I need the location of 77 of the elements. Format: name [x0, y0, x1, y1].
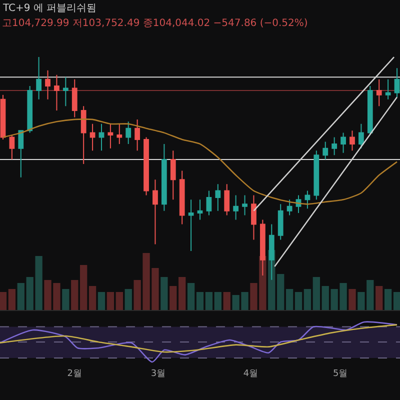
candlestick — [0, 94, 6, 140]
candlestick — [126, 121, 132, 144]
candlestick — [161, 143, 167, 212]
bar — [0, 292, 7, 310]
x-tick-label: 4월 — [243, 369, 258, 379]
bar — [178, 277, 186, 310]
candlestick — [62, 76, 68, 107]
bar — [286, 289, 294, 310]
candlestick — [251, 194, 256, 240]
candlestick — [314, 150, 320, 200]
bar — [304, 289, 312, 310]
bar — [294, 292, 302, 310]
candlestick — [206, 190, 212, 216]
candlestick — [242, 194, 248, 216]
chart-subtitle: 고104,729.99 저103,752.49 종104,044.02 −547.86 (−0.52%) — [2, 18, 308, 29]
bar — [348, 289, 356, 310]
candlestick — [233, 194, 239, 220]
bar — [196, 292, 204, 310]
candlestick — [358, 123, 364, 149]
bar — [205, 292, 213, 310]
candlestick — [224, 184, 230, 216]
candlestick — [18, 130, 24, 178]
candlestick — [54, 74, 60, 112]
candlestick — [367, 86, 373, 136]
candlestick — [90, 123, 96, 152]
candlestick — [9, 134, 15, 160]
bar — [322, 286, 329, 310]
bar — [62, 289, 70, 310]
candlestick — [98, 123, 104, 152]
candlestick — [304, 190, 310, 210]
bar — [312, 277, 320, 310]
candlestick — [376, 78, 382, 107]
bar — [98, 292, 106, 310]
candlestick — [332, 136, 338, 156]
bar — [88, 286, 96, 310]
bar — [187, 283, 195, 310]
candlestick — [188, 199, 194, 252]
candlestick — [152, 179, 158, 245]
bar — [214, 292, 222, 310]
bar — [17, 283, 24, 310]
bar — [393, 292, 400, 310]
bar — [106, 292, 114, 310]
candlestick — [108, 123, 114, 149]
candlestick — [179, 170, 185, 225]
candlestick — [350, 130, 355, 152]
chart-title: TC+9 에 퍼블리쉬됨 — [2, 3, 97, 14]
candlestick — [322, 141, 328, 160]
candlestick — [45, 70, 50, 100]
candlestick — [80, 106, 86, 165]
candlestick — [134, 118, 140, 152]
candlestick — [170, 150, 176, 200]
candlestick — [144, 136, 149, 196]
candlestick — [197, 199, 203, 220]
candlestick — [72, 78, 78, 118]
bar — [277, 274, 284, 310]
bar — [124, 289, 132, 310]
candlestick — [116, 123, 122, 144]
bar — [376, 286, 383, 310]
bar — [170, 286, 177, 310]
candlestick — [286, 199, 292, 216]
candlestick — [215, 184, 221, 212]
x-tick-label: 3월 — [150, 369, 166, 379]
candlestick — [394, 68, 400, 98]
bar — [116, 292, 123, 310]
x-tick-label: 2월 — [67, 369, 82, 379]
bar — [223, 292, 230, 310]
bar — [160, 277, 168, 310]
candlestick — [27, 86, 33, 134]
candlestick — [278, 204, 284, 240]
candlestick — [340, 132, 346, 154]
bar — [384, 289, 392, 310]
bar — [71, 280, 78, 310]
bar — [80, 265, 88, 310]
candlestick — [36, 56, 42, 100]
bar — [8, 289, 16, 310]
candlestick — [385, 78, 391, 100]
x-tick-label: 5월 — [332, 369, 348, 379]
